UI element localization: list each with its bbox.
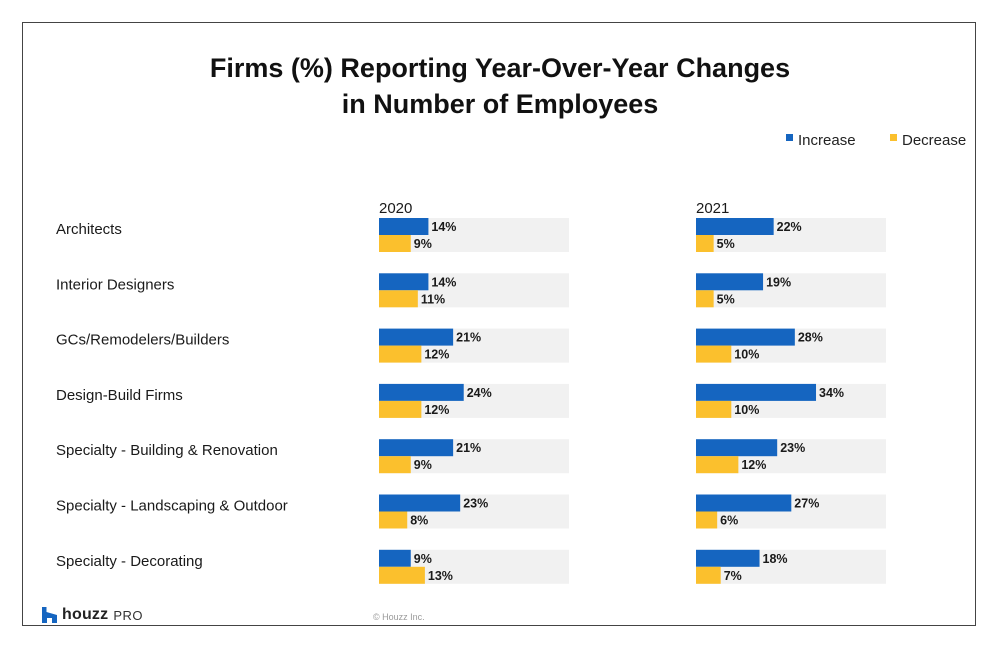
data-label-decrease: 12% [424, 348, 449, 362]
bar-decrease [696, 345, 732, 363]
data-label-increase: 19% [766, 275, 791, 289]
data-label-decrease: 10% [734, 348, 759, 362]
data-label-decrease: 5% [717, 237, 735, 251]
data-label-decrease: 5% [717, 292, 735, 306]
bar-decrease [696, 235, 714, 252]
data-label-increase: 21% [456, 441, 481, 455]
legend-increase: Increase [786, 132, 856, 149]
category-label: Architects [56, 221, 122, 238]
bar-decrease [379, 511, 408, 529]
bar-increase [379, 383, 464, 401]
bar-increase [696, 549, 760, 567]
data-label-increase: 28% [798, 331, 823, 345]
data-label-decrease: 9% [414, 458, 432, 472]
bar-increase [696, 218, 774, 235]
data-label-increase: 14% [431, 275, 456, 289]
data-label-increase: 23% [463, 497, 488, 511]
category-label: Specialty - Decorating [56, 553, 203, 570]
panel-label-2020: 2020 [379, 200, 412, 217]
bar-decrease [696, 290, 714, 308]
data-label-increase: 14% [431, 220, 456, 234]
data-label-decrease: 12% [741, 458, 766, 472]
bar-increase [379, 494, 461, 512]
category-label: GCs/Remodelers/Builders [56, 332, 229, 349]
brand-name: houzz [62, 606, 109, 623]
bar-decrease [379, 235, 411, 252]
legend-decrease: Decrease [890, 132, 966, 149]
bar-increase [696, 383, 817, 401]
data-label-increase: 18% [763, 552, 788, 566]
legend-decrease-swatch [890, 134, 897, 141]
brand-suffix: PRO [113, 607, 143, 623]
bar-increase [379, 439, 454, 457]
panel-label-2021: 2021 [696, 200, 729, 217]
data-label-decrease: 6% [720, 514, 738, 528]
chart-title-line-1: Firms (%) Reporting Year-Over-Year Chang… [209, 53, 791, 83]
data-label-decrease: 7% [724, 569, 742, 583]
bar-increase [696, 439, 778, 457]
data-label-increase: 21% [456, 331, 481, 345]
data-label-decrease: 11% [421, 292, 445, 306]
bar-increase [379, 549, 411, 567]
copyright: © Houzz Inc. [373, 612, 425, 622]
bar-increase [379, 218, 429, 235]
category-label: Specialty - Building & Renovation [56, 442, 278, 459]
bar-decrease [696, 566, 721, 584]
data-label-increase: 23% [780, 441, 805, 455]
bar-decrease [696, 511, 718, 529]
data-label-decrease: 13% [428, 569, 453, 583]
data-label-increase: 24% [467, 386, 492, 400]
data-label-decrease: 10% [734, 403, 759, 417]
data-label-decrease: 12% [424, 403, 449, 417]
data-label-increase: 34% [819, 386, 844, 400]
data-label-decrease: 9% [414, 237, 432, 251]
legend-increase-label: Increase [798, 132, 856, 149]
data-label-increase: 9% [414, 552, 432, 566]
bar-increase [696, 494, 792, 512]
houzz-logo-icon [42, 607, 57, 623]
category-label: Interior Designers [56, 276, 174, 293]
bar-increase [379, 328, 454, 346]
chart-title: Firms (%) Reporting Year-Over-Year Chang… [0, 50, 1000, 122]
legend-increase-swatch [786, 134, 793, 141]
bar-increase [696, 273, 764, 291]
bar-increase [696, 328, 795, 346]
data-label-decrease: 8% [410, 514, 428, 528]
chart-title-line-2: in Number of Employees [341, 89, 659, 119]
category-label: Design-Build Firms [56, 387, 183, 404]
bar-decrease [696, 456, 739, 474]
bar-decrease [379, 566, 425, 584]
brand-logo: houzz PRO [42, 606, 143, 624]
bar-decrease [379, 290, 418, 308]
legend-decrease-label: Decrease [902, 132, 967, 149]
bar-increase [379, 273, 429, 291]
bar-decrease [696, 400, 732, 418]
bar-decrease [379, 456, 411, 474]
data-label-increase: 27% [794, 497, 819, 511]
category-label: Specialty - Landscaping & Outdoor [56, 498, 288, 515]
bar-decrease [379, 345, 422, 363]
bar-decrease [379, 400, 422, 418]
data-label-increase: 22% [777, 220, 802, 234]
